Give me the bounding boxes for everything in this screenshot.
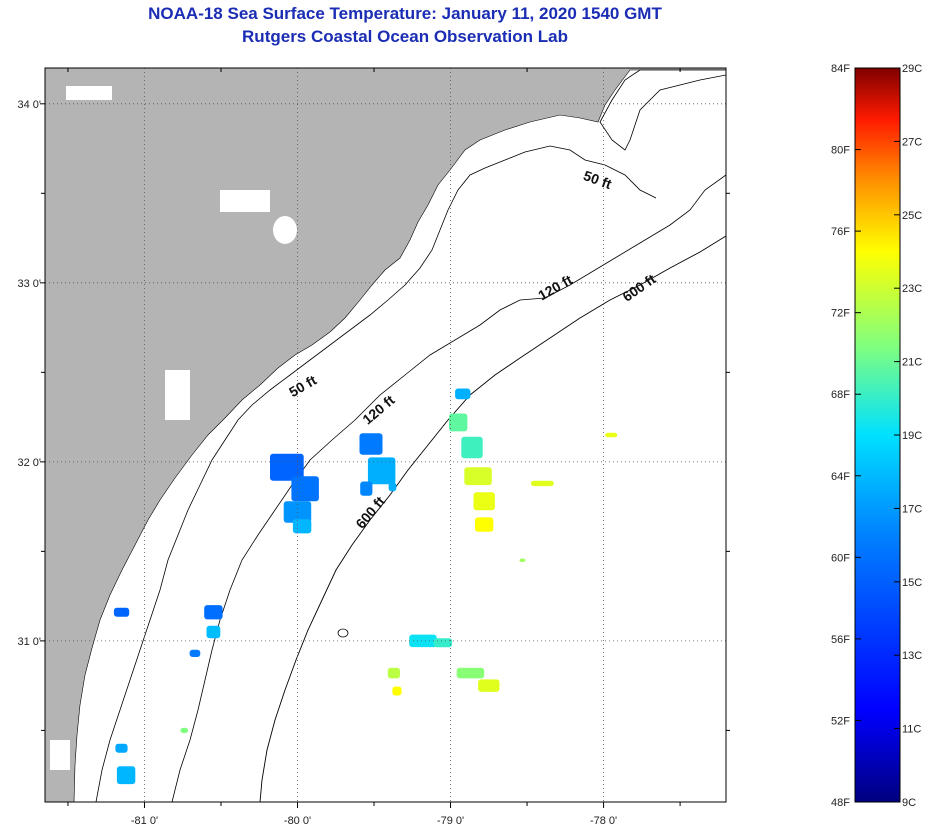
colorbar-f-label: 48F — [831, 797, 850, 809]
grid-lines — [45, 68, 726, 802]
inland-lake — [220, 190, 270, 212]
colorbar-labels: 84F 80F 76F 72F 68F 64F 60F 56F 52F 48F 29C 27C 25C 2… — [831, 63, 922, 809]
sst-patch — [433, 638, 453, 648]
sst-patch — [409, 634, 437, 648]
inland-lake — [165, 370, 190, 420]
sst-patch — [530, 480, 554, 487]
contour-50ft — [95, 145, 657, 802]
colorbar-gradient — [854, 67, 901, 803]
sst-patch — [464, 467, 492, 486]
sst-patch — [456, 667, 485, 679]
contour-120ft — [171, 174, 726, 802]
colorbar-c-label: 19C — [902, 430, 922, 442]
sst-patch — [455, 388, 471, 400]
contour-600ft-islet — [337, 628, 349, 638]
inland-lake — [273, 216, 297, 244]
lat-tick-label: 31 0' — [17, 636, 41, 648]
sst-patch — [605, 432, 618, 438]
outer-banks — [599, 69, 726, 151]
sst-patch — [359, 433, 383, 455]
sst-patch — [113, 607, 130, 617]
sst-patch — [367, 457, 396, 485]
sst-patch — [478, 679, 500, 692]
colorbar-c-label: 21C — [902, 357, 922, 369]
sst-pixels — [113, 388, 618, 785]
sst-patch — [461, 436, 483, 459]
inland-lake — [66, 86, 112, 100]
colorbar-c-label: 27C — [902, 136, 922, 148]
sst-patch — [473, 492, 495, 511]
sst-patch — [475, 517, 494, 532]
colorbar-f-label: 60F — [831, 552, 850, 564]
map-title: NOAA-18 Sea Surface Temperature: January… — [148, 4, 662, 23]
lon-tick-label: -78 0' — [590, 815, 617, 827]
sst-patch — [189, 649, 201, 657]
lat-tick-label: 33 0' — [17, 278, 41, 290]
sst-patch — [204, 605, 223, 620]
sst-patch — [180, 727, 189, 734]
lon-tick-label: -81 0' — [131, 815, 158, 827]
sst-patch — [283, 501, 312, 523]
sst-patch — [360, 481, 373, 496]
land-mass — [45, 68, 726, 802]
sst-patch — [115, 743, 128, 753]
colorbar-f-label: 64F — [831, 471, 850, 483]
colorbar-f-label: 52F — [831, 715, 850, 727]
colorbar-f-label: 80F — [831, 145, 850, 157]
sst-patch — [387, 667, 400, 679]
lon-tick-label: -79 0' — [437, 815, 464, 827]
map-subtitle: Rutgers Coastal Ocean Observation Lab — [242, 27, 568, 46]
lat-tick-label: 32 0' — [17, 457, 41, 469]
colorbar-c-label: 9C — [902, 797, 916, 809]
colorbar-c-label: 23C — [902, 283, 922, 295]
colorbar-f-label: 56F — [831, 634, 850, 646]
colorbar-c-label: 29C — [902, 63, 922, 75]
sst-patch — [292, 519, 312, 534]
lon-tick-label: -80 0' — [284, 815, 311, 827]
colorbar-c-label: 25C — [902, 210, 922, 222]
sst-patch — [291, 476, 319, 502]
sst-patch — [519, 558, 526, 563]
sst-patch — [388, 482, 397, 492]
colorbar-f-label: 76F — [831, 226, 850, 238]
inland-lake — [50, 740, 70, 770]
colorbar: 84F 80F 76F 72F 68F 64F 60F 56F 52F 48F 29C 27C 25C 2… — [831, 63, 922, 809]
colorbar-c-label: 13C — [902, 650, 922, 662]
colorbar-c-label: 15C — [902, 577, 922, 589]
colorbar-f-label: 68F — [831, 389, 850, 401]
colorbar-c-label: 17C — [902, 503, 922, 515]
contour-600ft — [259, 235, 726, 802]
colorbar-f-label: 72F — [831, 308, 850, 320]
colorbar-f-label: 84F — [831, 63, 850, 75]
sst-patch — [392, 686, 402, 696]
lat-tick-label: 34 0' — [17, 99, 41, 111]
axes: -81 0' -80 0' -79 0' -78 0' 34 0' 33 0' 32 0' 3… — [17, 68, 730, 827]
sst-patch — [449, 413, 468, 432]
plot-frame — [44, 67, 727, 803]
sst-patch — [116, 766, 136, 785]
sst-patch — [206, 625, 221, 639]
colorbar-c-label: 11C — [902, 724, 921, 736]
sst-patch — [270, 453, 304, 481]
